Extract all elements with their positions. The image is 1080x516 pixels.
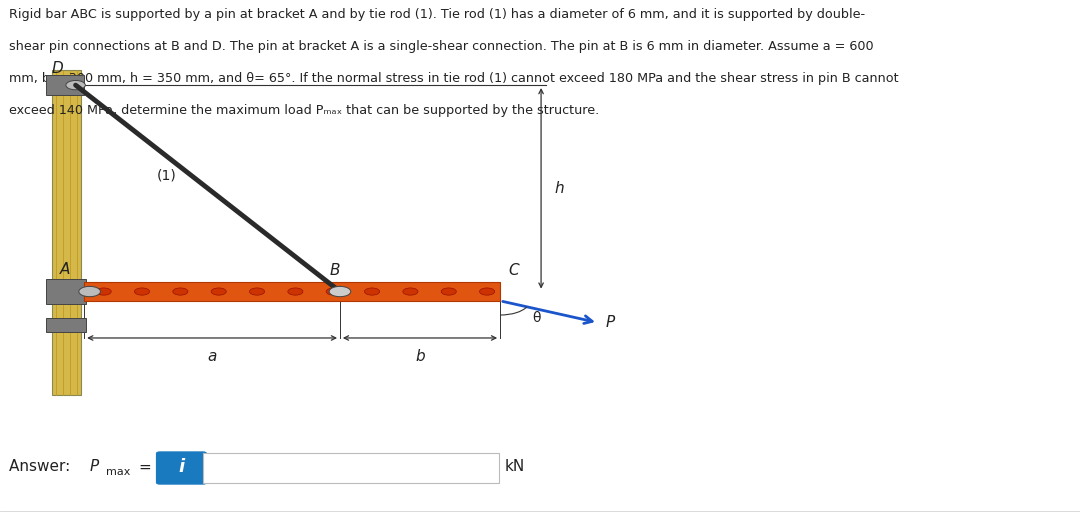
Circle shape [364,288,380,295]
Text: =: = [138,459,151,475]
Bar [46,75,84,95]
Circle shape [287,288,302,295]
Text: C: C [509,263,519,278]
Circle shape [480,288,495,295]
Circle shape [326,288,341,295]
Circle shape [79,286,100,297]
Text: kN: kN [504,459,525,475]
FancyBboxPatch shape [203,453,499,483]
Text: B: B [329,263,340,278]
Text: max: max [106,467,131,477]
Text: a: a [207,349,217,364]
Circle shape [441,288,456,295]
Circle shape [249,288,265,295]
Circle shape [66,80,85,90]
Text: P: P [606,315,615,330]
Text: (1): (1) [157,168,177,183]
Text: h: h [554,181,564,196]
Text: A: A [59,262,70,277]
Text: D: D [52,61,63,76]
Text: b: b [415,349,424,364]
Text: θ: θ [532,311,541,325]
Circle shape [96,288,111,295]
Text: Answer:: Answer: [9,459,75,475]
Circle shape [173,288,188,295]
Text: Rigid bar ABC is supported by a pin at bracket A and by tie rod (1). Tie rod (1): Rigid bar ABC is supported by a pin at b… [9,8,865,21]
Bar [46,318,86,332]
Text: mm, b = 300 mm, h = 350 mm, and θ= 65°. If the normal stress in tie rod (1) cann: mm, b = 300 mm, h = 350 mm, and θ= 65°. … [9,72,899,85]
Bar [84,282,500,301]
Circle shape [212,288,227,295]
FancyBboxPatch shape [157,452,206,484]
Text: i: i [178,458,185,476]
Circle shape [403,288,418,295]
Text: P: P [90,459,99,475]
Circle shape [135,288,149,295]
Text: exceed 140 MPa, determine the maximum load Pₘₐₓ that can be supported by the str: exceed 140 MPa, determine the maximum lo… [9,104,599,117]
Bar [52,70,81,395]
Bar [46,279,86,304]
Circle shape [329,286,351,297]
Text: shear pin connections at B and D. The pin at bracket A is a single-shear connect: shear pin connections at B and D. The pi… [9,40,874,53]
